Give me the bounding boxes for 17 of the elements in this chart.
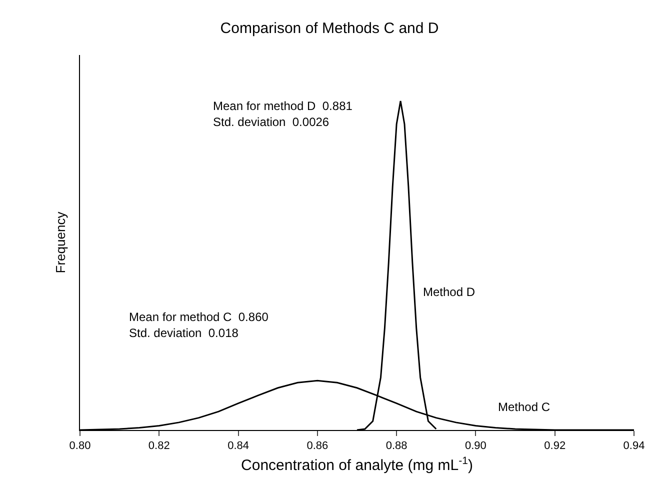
y-axis-title: Frequency [52, 211, 68, 274]
x-tick-label: 0.82 [148, 440, 170, 452]
chart-title: Comparison of Methods C and D [220, 20, 439, 37]
x-axis-title: Concentration of analyte (mg mL$^{-1}$) [241, 454, 473, 474]
annotation: Mean for method C 0.860 [129, 310, 269, 324]
series-label: Method C [498, 400, 550, 414]
x-tick-label: 0.86 [306, 440, 328, 452]
x-tick-label: 0.80 [69, 440, 91, 452]
annotation: Mean for method D 0.881 [213, 99, 353, 113]
series-label: Method D [423, 285, 476, 299]
x-tick-label: 0.90 [465, 440, 486, 452]
annotation: Std. deviation 0.018 [129, 326, 239, 340]
x-tick-label: 0.92 [544, 440, 566, 452]
x-tick-label: 0.88 [386, 440, 408, 452]
x-tick-label: 0.84 [228, 440, 249, 452]
annotation: Std. deviation 0.0026 [213, 115, 330, 129]
x-tick-label: 0.94 [623, 440, 645, 452]
